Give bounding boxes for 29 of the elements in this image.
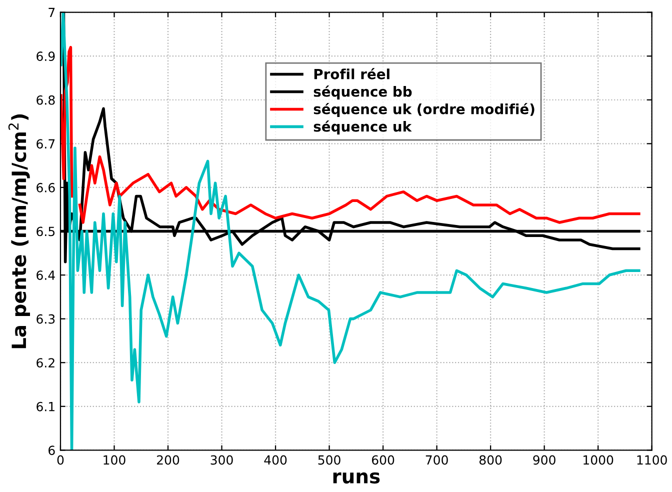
y-tick-label: 6.3 <box>36 314 55 324</box>
x-tick-label: 800 <box>479 455 502 465</box>
x-tick-label: 400 <box>264 455 287 465</box>
y-tick-label: 6.2 <box>36 358 54 368</box>
y-tick-label: 6.8 <box>36 95 55 105</box>
y-tick-label: 6.1 <box>36 402 54 412</box>
x-tick-label: 200 <box>156 455 180 465</box>
y-tick-label: 6.6 <box>36 182 55 192</box>
legend-label: séquence uk (ordre modifié) <box>314 102 534 117</box>
y-tick-label: 6.5 <box>36 226 55 236</box>
y-tick-label: 6.4 <box>36 270 55 280</box>
x-tick-label: 700 <box>426 455 448 465</box>
x-tick-label: 100 <box>104 455 126 465</box>
x-tick-label: 0 <box>57 455 64 465</box>
x-tick-label: 1000 <box>584 455 614 465</box>
y-tick-label: 7 <box>48 8 55 18</box>
legend-label: séquence uk <box>314 120 412 134</box>
x-tick-label: 900 <box>533 455 556 465</box>
legend-label: séquence bb <box>314 86 412 100</box>
y-tick-label: 6.9 <box>36 52 55 62</box>
y-tick-label: 6.7 <box>36 139 55 149</box>
x-axis-title: runs <box>333 472 380 484</box>
x-tick-label: 600 <box>372 455 394 465</box>
y-tick-label: 6 <box>48 446 55 456</box>
legend-label: Profil réel <box>314 68 390 80</box>
x-tick-label: 300 <box>210 455 233 465</box>
y-axis-title: La pente (nm/mJ/cm$^{2}$) <box>8 114 30 348</box>
x-tick-label: 500 <box>318 455 340 465</box>
x-tick-label: 1100 <box>637 455 667 465</box>
